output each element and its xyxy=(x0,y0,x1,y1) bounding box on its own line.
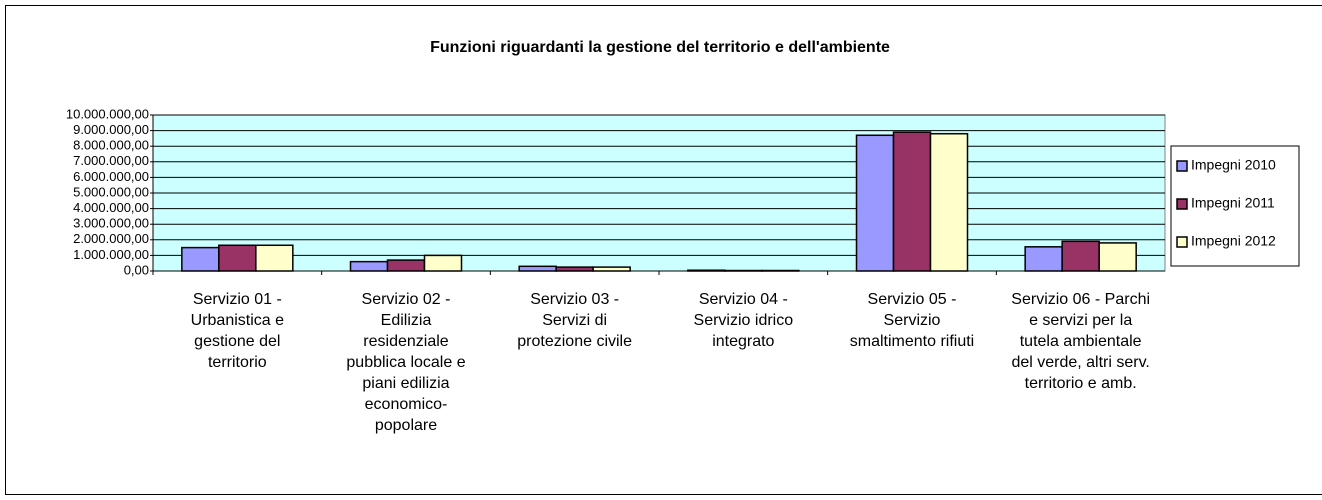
bar xyxy=(386,259,426,272)
bar xyxy=(1024,246,1063,272)
legend-swatch xyxy=(1176,198,1188,210)
legend-swatch xyxy=(1176,236,1188,248)
y-tick-label: 1.000.000,00 xyxy=(73,247,149,262)
bar xyxy=(423,254,463,272)
bar xyxy=(349,260,389,272)
x-tick-label: Servizio 06 - Parchi e servizi per la tu… xyxy=(1011,291,1151,392)
y-tick-label: 9.000.000,00 xyxy=(73,122,149,137)
y-tick-label: 0,00 xyxy=(124,262,149,277)
bar xyxy=(181,246,220,272)
y-tick-label: 2.000.000,00 xyxy=(73,231,149,246)
y-tick-label: 4.000.000,00 xyxy=(73,200,149,215)
chart-title: Funzioni riguardanti la gestione del ter… xyxy=(430,39,890,56)
y-tick-label: 10.000.000,00 xyxy=(66,106,149,121)
x-tick-label: Servizio 04 - Servizio idrico integrato xyxy=(693,291,794,350)
x-tick-label: Servizio 01 - Urbanistica e gestione del… xyxy=(190,291,285,371)
bar xyxy=(218,244,257,272)
y-tick-label: 6.000.000,00 xyxy=(73,169,149,184)
legend-label: Impegni 2012 xyxy=(1191,233,1276,249)
x-tick-label: Servizio 05 - Servizio smaltimento rifiu… xyxy=(849,291,975,350)
bar xyxy=(929,132,969,272)
bar xyxy=(518,265,557,272)
legend-swatch xyxy=(1176,160,1188,172)
y-tick-label: 3.000.000,00 xyxy=(73,216,149,231)
y-tick-label: 8.000.000,00 xyxy=(73,138,149,153)
bar xyxy=(255,244,294,272)
bar xyxy=(1061,240,1100,272)
bar xyxy=(592,266,631,272)
legend-label: Impegni 2011 xyxy=(1191,195,1275,211)
bar xyxy=(1098,242,1137,272)
legend-box xyxy=(1170,145,1300,267)
bar xyxy=(892,131,932,272)
bar xyxy=(855,134,895,272)
legend-label: Impegni 2010 xyxy=(1191,157,1276,173)
y-tick-label: 7.000.000,00 xyxy=(73,153,149,168)
x-tick-label: Servizio 03 - Servizi di protezione civi… xyxy=(517,291,633,350)
x-tick-label: Servizio 02 - Edilizia residenziale pubb… xyxy=(346,291,466,434)
y-tick-label: 5.000.000,00 xyxy=(73,184,149,199)
bar xyxy=(555,266,594,272)
